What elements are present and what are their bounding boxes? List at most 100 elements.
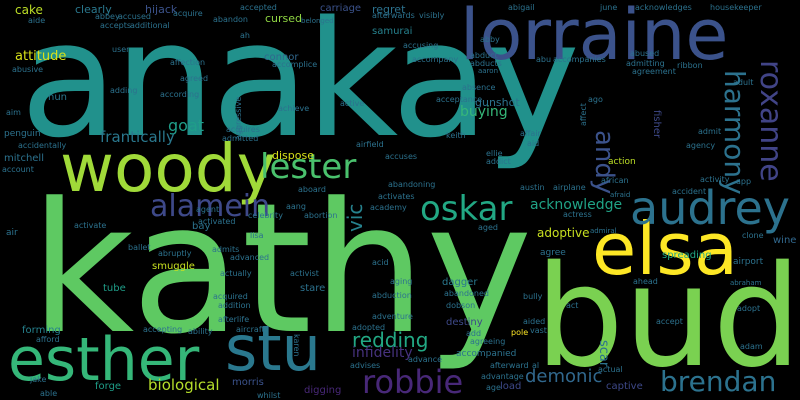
word: add: [466, 329, 482, 338]
word: load: [500, 381, 522, 392]
word: karen: [292, 334, 301, 357]
word: lester: [260, 147, 357, 187]
word: robbie: [362, 363, 464, 400]
word: according: [160, 90, 200, 99]
word: carriage: [320, 3, 362, 14]
word: abduct: [470, 51, 498, 60]
word: activated: [198, 217, 236, 226]
word: cake: [15, 3, 43, 17]
word: vast: [530, 326, 547, 335]
word: adding: [110, 86, 138, 95]
word: anakay: [20, 0, 580, 173]
word: accusing: [403, 41, 439, 50]
word: connor: [264, 52, 299, 63]
word: clearly: [75, 3, 112, 16]
word: abandon: [213, 15, 248, 24]
word: redding: [352, 328, 429, 352]
word: frantically: [100, 128, 175, 146]
word: age: [486, 383, 501, 392]
word: belonged: [301, 17, 334, 25]
word: acknowledges: [635, 3, 692, 12]
word: abigail: [508, 3, 535, 12]
word: achieve: [278, 104, 310, 113]
word: accept: [656, 317, 683, 326]
word: whilst: [257, 391, 281, 400]
word: agreeing: [470, 337, 506, 346]
word: affect: [579, 103, 588, 126]
word: able: [40, 389, 58, 398]
word: academy: [370, 203, 407, 212]
word: stare: [300, 283, 326, 294]
word: abduction: [372, 291, 412, 300]
word: admit: [698, 127, 722, 136]
word: regret: [372, 3, 406, 16]
word: activate: [74, 221, 107, 230]
word: active: [340, 99, 365, 108]
word: visibly: [419, 11, 445, 20]
word: wine: [773, 235, 797, 246]
word: aided: [523, 317, 546, 326]
word: bud: [535, 236, 800, 399]
word: actress: [563, 210, 592, 219]
word: bully: [523, 292, 543, 301]
word: oskar: [420, 189, 513, 229]
word: audrey: [630, 181, 790, 235]
word: airport: [733, 257, 764, 267]
word: admiral: [590, 227, 617, 235]
word: morris: [232, 377, 264, 388]
word: roxanne: [753, 60, 788, 182]
word: accident: [672, 187, 707, 196]
word: aged: [478, 223, 498, 232]
word: jake: [30, 375, 47, 384]
word: accuses: [385, 152, 418, 161]
word: demonic: [525, 366, 603, 387]
word: bay: [192, 221, 211, 232]
word: pole: [511, 328, 529, 337]
word: keith: [446, 131, 466, 140]
word: abandoning: [388, 180, 436, 189]
word: destiny: [446, 317, 483, 328]
word: accused: [118, 12, 151, 21]
word: adam: [740, 342, 763, 351]
word: adventure: [372, 312, 413, 321]
word: accepted: [240, 3, 277, 12]
word: dispose: [272, 149, 314, 162]
word: actually: [220, 269, 252, 278]
word: stu: [225, 312, 321, 385]
word: airfield: [356, 140, 384, 149]
word: acknowledge: [530, 197, 623, 213]
word: penguin: [4, 129, 41, 139]
word: celebrity: [248, 211, 283, 220]
word: act: [566, 301, 579, 310]
word: cursed: [265, 12, 303, 25]
word: afterlife: [218, 315, 250, 324]
word: activates: [378, 192, 415, 201]
word: aim: [6, 108, 21, 117]
word: forge: [95, 381, 122, 392]
word: aging: [390, 277, 413, 286]
word: spreading: [662, 250, 712, 261]
word: aide: [28, 16, 46, 25]
word: smuggle: [152, 261, 195, 272]
word: affection: [170, 58, 206, 67]
word: aaron: [478, 67, 499, 75]
word: abducts: [470, 59, 502, 68]
word: afterward: [490, 361, 529, 370]
word: goat: [168, 116, 205, 135]
word: biological: [148, 376, 220, 394]
word: austin: [520, 183, 545, 192]
word: woody: [60, 130, 276, 207]
word: al: [532, 361, 540, 370]
word: ability: [188, 327, 213, 336]
word: abraham: [730, 279, 762, 287]
word: african: [601, 176, 629, 185]
word: abbey: [95, 12, 120, 21]
word: adoptive: [537, 226, 590, 240]
word: abandoned: [444, 289, 489, 298]
word: ahead: [633, 277, 658, 286]
word: aggressive: [234, 96, 243, 140]
word: brendan: [660, 365, 777, 398]
word: admits: [212, 245, 240, 254]
word: additional: [130, 21, 170, 30]
